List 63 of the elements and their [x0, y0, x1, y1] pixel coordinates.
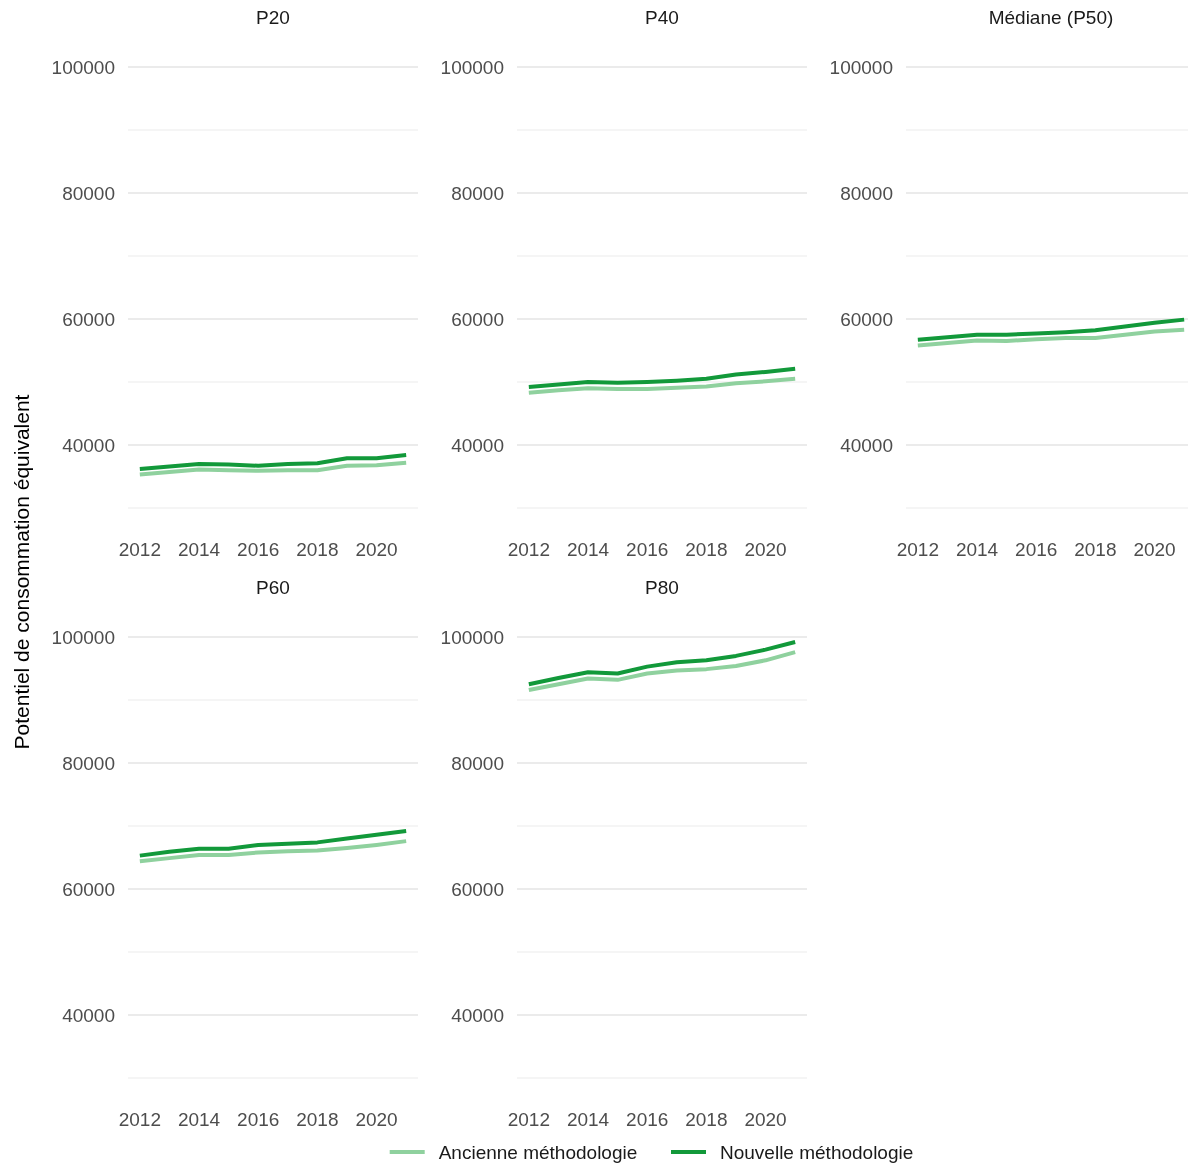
x-tick-label: 2016 — [626, 539, 669, 560]
x-tick-label: 2016 — [237, 539, 280, 560]
x-tick-label: 2012 — [507, 539, 550, 560]
x-tick-label: 2014 — [566, 539, 610, 560]
x-tick-label: 2012 — [118, 1109, 161, 1130]
y-tick-label: 60000 — [62, 878, 115, 900]
x-tick-label: 2020 — [1133, 539, 1176, 560]
y-tick-label: 100000 — [440, 626, 504, 648]
y-tick-label: 60000 — [840, 308, 893, 330]
x-tick-label: 2016 — [626, 1109, 669, 1130]
x-tick-label: 2014 — [177, 539, 221, 560]
x-tick-label: 2014 — [177, 1109, 221, 1130]
x-tick-label: 2014 — [566, 1109, 610, 1130]
y-tick-label: 80000 — [62, 182, 115, 204]
x-tick-label: 2012 — [507, 1109, 550, 1130]
line-series — [526, 376, 798, 395]
y-tick-label: 40000 — [62, 1004, 115, 1026]
y-tick-label: 100000 — [829, 56, 893, 78]
line-series — [137, 829, 409, 858]
chart-title: P80 — [645, 577, 679, 598]
line-series — [526, 640, 798, 687]
x-tick-label: 2018 — [1074, 539, 1117, 560]
x-tick-label: 2018 — [296, 1109, 339, 1130]
y-tick-label: 80000 — [451, 182, 504, 204]
chart-title: P60 — [256, 577, 290, 598]
x-tick-label: 2018 — [685, 539, 728, 560]
y-tick-label: 40000 — [451, 1004, 504, 1026]
line-series — [137, 839, 409, 864]
x-tick-label: 2016 — [1015, 539, 1058, 560]
y-tick-label: 60000 — [451, 308, 504, 330]
x-tick-label: 2014 — [955, 539, 999, 560]
x-tick-label: 2020 — [355, 1109, 398, 1130]
y-tick-label: 100000 — [51, 56, 115, 78]
x-tick-label: 2012 — [896, 539, 939, 560]
y-tick-label: 60000 — [451, 878, 504, 900]
x-tick-label: 2020 — [744, 1109, 787, 1130]
legend-label: Ancienne méthodologie — [438, 1141, 638, 1163]
y-tick-label: 100000 — [51, 626, 115, 648]
y-tick-label: 80000 — [840, 182, 893, 204]
y-tick-label: 60000 — [62, 308, 115, 330]
y-tick-label: 40000 — [62, 434, 115, 456]
y-axis-title: Potentiel de consommation équivalent — [10, 394, 33, 750]
x-tick-label: 2012 — [118, 539, 161, 560]
x-tick-label: 2016 — [237, 1109, 280, 1130]
x-tick-label: 2018 — [685, 1109, 728, 1130]
x-tick-label: 2020 — [744, 539, 787, 560]
chart-title: Médiane (P50) — [988, 7, 1114, 28]
chart-title: P40 — [645, 7, 679, 28]
x-tick-label: 2020 — [355, 539, 398, 560]
line-series — [137, 453, 409, 471]
legend-label: Nouvelle méthodologie — [720, 1141, 914, 1163]
chart-title: P20 — [256, 7, 290, 28]
line-series — [915, 327, 1187, 348]
line-series — [137, 460, 409, 477]
line-series — [526, 366, 798, 390]
line-series — [526, 650, 798, 692]
y-tick-label: 80000 — [451, 752, 504, 774]
y-tick-label: 40000 — [840, 434, 893, 456]
y-tick-label: 80000 — [62, 752, 115, 774]
line-series — [915, 317, 1187, 342]
x-tick-label: 2018 — [296, 539, 339, 560]
y-tick-label: 40000 — [451, 434, 504, 456]
y-tick-label: 100000 — [440, 56, 504, 78]
